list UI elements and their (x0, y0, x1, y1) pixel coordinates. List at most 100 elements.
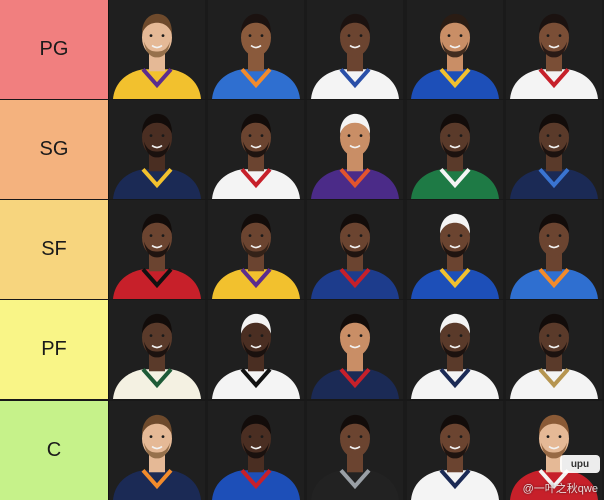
player-card[interactable] (506, 0, 602, 99)
player-card[interactable] (407, 200, 503, 299)
right-eye (459, 334, 463, 338)
player-portrait-svg (506, 300, 602, 399)
player-card[interactable] (307, 0, 403, 99)
player-card[interactable] (109, 200, 205, 299)
player-card[interactable] (307, 100, 403, 199)
player-neck (149, 53, 165, 72)
player-card[interactable] (307, 300, 403, 399)
player-portrait-svg (307, 0, 403, 99)
jersey-trim (538, 367, 570, 389)
player-hair (340, 213, 370, 234)
right-eye (260, 134, 264, 138)
right-eye (161, 435, 165, 439)
player-portrait-svg (407, 300, 503, 399)
player-mouth (449, 445, 461, 450)
jersey-trim (538, 167, 570, 189)
player-hair (241, 313, 271, 334)
player-portrait-svg (109, 100, 205, 199)
tier-label[interactable]: C (0, 401, 109, 500)
tier-label[interactable]: SG (0, 100, 109, 199)
right-eye (359, 435, 363, 439)
player-card[interactable] (109, 401, 205, 500)
tier-items (109, 300, 604, 399)
player-head (440, 18, 470, 57)
player-card[interactable] (307, 401, 403, 500)
player-card[interactable] (506, 401, 602, 500)
player-portrait-svg (407, 100, 503, 199)
player-portrait-svg (506, 401, 602, 500)
jersey-trim (339, 167, 371, 189)
player-neck (248, 53, 264, 72)
tier-label[interactable]: PG (0, 0, 109, 99)
player-neck (546, 153, 562, 172)
left-eye (347, 334, 351, 338)
player-card[interactable] (109, 300, 205, 399)
jersey-trim (240, 468, 272, 490)
player-beard (243, 141, 269, 158)
player-portrait-svg (307, 401, 403, 500)
player-hair (241, 113, 271, 134)
player-mouth (548, 244, 560, 249)
player-card[interactable] (407, 0, 503, 99)
player-mouth (151, 445, 163, 450)
player-neck (447, 454, 463, 473)
right-eye (558, 334, 562, 338)
player-hair (539, 13, 569, 34)
player-head (440, 419, 470, 458)
jersey-trim (439, 367, 471, 389)
player-portrait-svg (208, 0, 304, 99)
player-card[interactable] (109, 100, 205, 199)
player-card[interactable] (506, 200, 602, 299)
player-portrait-svg (208, 100, 304, 199)
tier-label[interactable]: SF (0, 200, 109, 299)
player-card[interactable] (407, 100, 503, 199)
player-beard (144, 341, 170, 358)
right-eye (359, 234, 363, 238)
jersey-trim (141, 468, 173, 490)
player-head (142, 118, 172, 157)
left-eye (347, 134, 351, 138)
left-eye (248, 435, 252, 439)
player-portrait-svg (109, 0, 205, 99)
player-mouth (548, 344, 560, 349)
player-hair (241, 213, 271, 234)
player-hair (241, 13, 271, 34)
jersey-trim (141, 367, 173, 389)
player-mouth (449, 144, 461, 149)
jersey-trim (240, 167, 272, 189)
player-portrait-svg (208, 200, 304, 299)
player-card[interactable] (407, 401, 503, 500)
right-eye (558, 134, 562, 138)
player-card[interactable] (307, 200, 403, 299)
left-eye (347, 34, 351, 38)
player-neck (248, 253, 264, 272)
jersey-trim (240, 67, 272, 89)
player-card[interactable] (208, 0, 304, 99)
player-portrait-svg (407, 401, 503, 500)
tier-label[interactable]: PF (0, 300, 109, 399)
player-card[interactable] (506, 100, 602, 199)
jersey-trim (141, 267, 173, 289)
left-eye (248, 234, 252, 238)
player-card[interactable] (506, 300, 602, 399)
player-card[interactable] (208, 100, 304, 199)
player-card[interactable] (208, 200, 304, 299)
player-hair (340, 113, 370, 134)
player-card[interactable] (208, 300, 304, 399)
player-card[interactable] (208, 401, 304, 500)
player-mouth (349, 244, 361, 249)
jersey-trim (141, 67, 173, 89)
player-mouth (449, 244, 461, 249)
player-head (241, 419, 271, 458)
right-eye (260, 34, 264, 38)
player-hair (539, 213, 569, 234)
player-hair (440, 414, 470, 435)
player-mouth (151, 44, 163, 49)
player-card[interactable] (407, 300, 503, 399)
right-eye (161, 134, 165, 138)
left-eye (546, 334, 550, 338)
right-eye (558, 435, 562, 439)
player-head (539, 18, 569, 57)
player-head (440, 318, 470, 357)
player-card[interactable] (109, 0, 205, 99)
